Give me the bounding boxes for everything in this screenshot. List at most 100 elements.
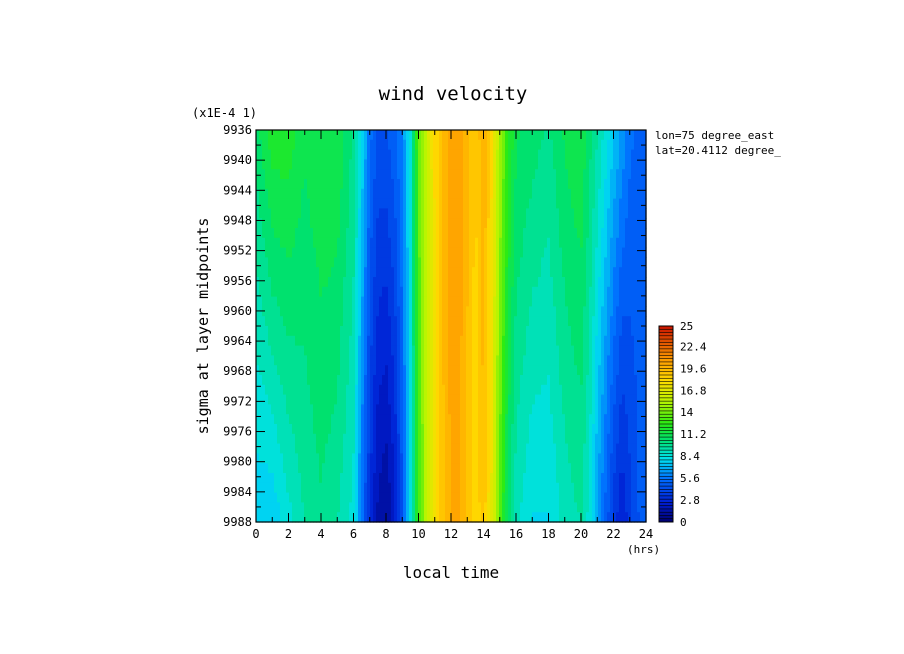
heat-cell xyxy=(415,316,419,327)
heat-cell xyxy=(601,286,605,298)
heat-cell xyxy=(535,208,539,219)
heat-cell xyxy=(280,355,284,366)
heat-cell xyxy=(472,384,476,396)
heat-cell xyxy=(436,355,440,366)
heat-cell xyxy=(505,453,509,464)
heat-cell xyxy=(286,286,290,298)
heat-cell xyxy=(361,384,365,396)
heat-cell xyxy=(412,316,416,327)
heat-cell xyxy=(262,345,266,356)
heat-cell xyxy=(526,169,530,180)
heat-cell xyxy=(502,414,506,425)
heat-cell xyxy=(298,453,302,464)
heat-cell xyxy=(550,267,554,278)
heat-cell xyxy=(400,130,404,141)
heat-cell xyxy=(415,433,419,445)
heat-cell xyxy=(490,316,494,327)
heat-cell xyxy=(532,139,536,151)
heat-cell xyxy=(499,394,503,405)
heat-cell xyxy=(445,306,449,317)
heat-cell xyxy=(382,345,386,356)
heat-cell xyxy=(469,365,473,376)
heat-cell xyxy=(259,306,263,317)
heat-cell xyxy=(574,277,578,288)
heat-cell xyxy=(616,482,620,494)
heat-cell xyxy=(277,296,281,307)
heat-cell xyxy=(493,414,497,425)
heat-cell xyxy=(397,188,401,200)
heat-cell xyxy=(592,404,596,415)
heat-cell xyxy=(274,335,278,347)
heat-cell xyxy=(370,169,374,180)
heat-cell xyxy=(541,277,545,288)
heat-cell xyxy=(346,169,350,180)
heat-cell xyxy=(550,482,554,494)
heat-cell xyxy=(361,443,365,454)
heat-cell xyxy=(472,463,476,474)
heat-cell xyxy=(304,473,308,484)
heat-cell xyxy=(376,512,380,523)
heat-cell xyxy=(355,326,359,337)
heat-cell xyxy=(517,404,521,415)
heat-cell xyxy=(379,384,383,396)
heat-cell xyxy=(367,355,371,366)
heat-cell xyxy=(301,384,305,396)
heat-cell xyxy=(466,463,470,474)
heat-cell xyxy=(571,492,575,503)
heat-cell xyxy=(316,228,320,239)
heat-cell xyxy=(559,130,563,141)
heat-cell xyxy=(466,355,470,366)
heat-cell xyxy=(610,237,614,249)
heat-cell xyxy=(373,326,377,337)
heat-cell xyxy=(565,198,569,209)
heat-cell xyxy=(367,424,371,435)
heat-cell xyxy=(565,218,569,229)
heat-cell xyxy=(433,355,437,366)
heat-cell xyxy=(340,228,344,239)
heat-cell xyxy=(337,512,341,523)
heat-cell xyxy=(586,492,590,503)
heat-cell xyxy=(325,257,329,268)
heat-cell xyxy=(391,208,395,219)
heat-cell xyxy=(307,218,311,229)
heat-cell xyxy=(313,502,317,513)
heat-cell xyxy=(310,326,314,337)
heat-cell xyxy=(481,463,485,474)
heat-cell xyxy=(484,355,488,366)
heat-cell xyxy=(409,198,413,209)
heat-cell xyxy=(529,130,533,141)
heat-cell xyxy=(451,267,455,278)
heat-cell xyxy=(562,169,566,180)
heat-cell xyxy=(352,443,356,454)
heat-cell xyxy=(445,316,449,327)
heat-cell xyxy=(304,443,308,454)
heat-cell xyxy=(487,512,491,523)
heat-cell xyxy=(547,365,551,376)
heat-cell xyxy=(409,257,413,268)
heat-cell xyxy=(412,463,416,474)
heat-cell xyxy=(583,414,587,425)
heat-cell xyxy=(277,188,281,200)
heat-cell xyxy=(589,159,593,170)
heat-cell xyxy=(538,277,542,288)
heat-cell xyxy=(382,404,386,415)
heat-cell xyxy=(613,473,617,484)
heat-cell xyxy=(364,286,368,298)
heat-cell xyxy=(304,179,308,190)
heat-cell xyxy=(361,326,365,337)
heat-cell xyxy=(268,286,272,298)
heat-cell xyxy=(619,335,623,347)
heat-cell xyxy=(289,198,293,209)
heat-cell xyxy=(265,512,269,523)
heat-cell xyxy=(286,159,290,170)
heat-cell xyxy=(403,218,407,229)
heat-cell xyxy=(589,130,593,141)
heat-cell xyxy=(385,394,389,405)
heat-cell xyxy=(601,179,605,190)
heat-cell xyxy=(409,247,413,258)
heat-cell xyxy=(301,355,305,366)
heat-cell xyxy=(589,394,593,405)
heat-cell xyxy=(424,355,428,366)
heat-cell xyxy=(457,188,461,200)
